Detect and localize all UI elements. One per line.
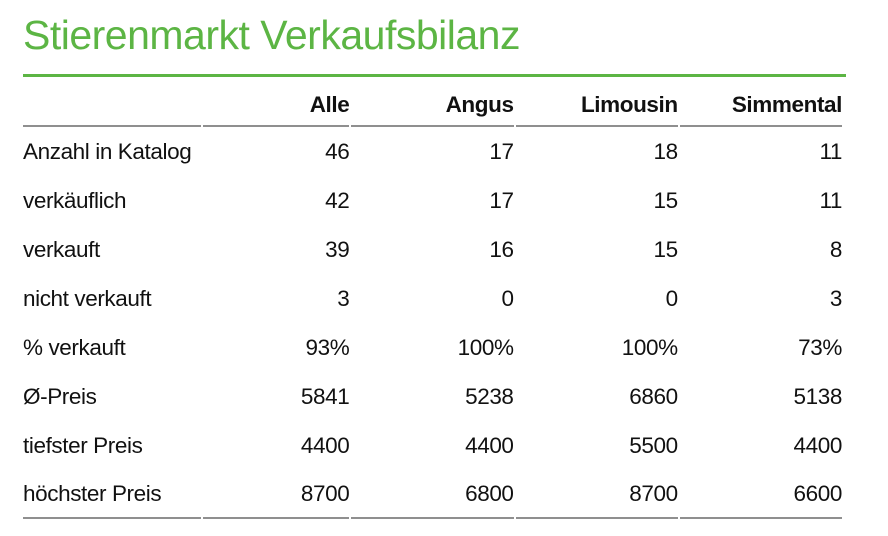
- table-row: Ø-Preis 5841 5238 6860 5138: [23, 372, 842, 421]
- table-cell: 15: [653, 236, 679, 262]
- table-cell: 100%: [621, 334, 678, 360]
- table-cell: 5500: [629, 432, 678, 458]
- table-cell: 5138: [793, 383, 843, 409]
- row-label: Anzahl in Katalog: [23, 138, 192, 164]
- table-row: höchster Preis 8700 6800 8700 6600: [23, 470, 842, 519]
- table-cell: 6800: [351, 470, 514, 519]
- table-cell: 18: [653, 138, 679, 164]
- table-cell: 0: [501, 285, 514, 311]
- table-cell: 17: [489, 138, 514, 164]
- table-row: % verkauft 93% 100% 100% 73%: [23, 323, 842, 372]
- table-row: verkauft 39 16 15 8: [23, 225, 842, 274]
- col-header-alle: Alle: [203, 85, 350, 127]
- table-cell: 6600: [679, 470, 842, 519]
- row-label: höchster Preis: [23, 470, 202, 519]
- row-label: % verkauft: [23, 334, 126, 360]
- table-cell: 16: [489, 236, 514, 262]
- table-cell: 11: [819, 138, 842, 164]
- page-title: Stierenmarkt Verkaufsbilanz: [23, 12, 520, 58]
- table-cell: 4400: [300, 432, 350, 458]
- table-cell: 3: [337, 285, 350, 311]
- row-label: tiefster Preis: [23, 432, 143, 458]
- table-cell: 0: [665, 285, 679, 311]
- table-row: Anzahl in Katalog 46 17 18 11: [23, 127, 842, 176]
- row-label: verkäuflich: [23, 187, 127, 213]
- col-header-simmental: Simmental: [679, 85, 842, 127]
- header-row: Alle Angus Limousin Simmental: [23, 85, 842, 127]
- table-cell: 6860: [629, 383, 678, 409]
- table-cell: 8700: [203, 470, 350, 519]
- table-row: tiefster Preis 4400 4400 5500 4400: [23, 421, 842, 470]
- col-header-angus: Angus: [351, 85, 514, 127]
- table-cell: 42: [325, 187, 350, 213]
- table-cell: 15: [653, 187, 679, 213]
- row-label: nicht verkauft: [23, 285, 152, 311]
- table-cell: 46: [325, 138, 350, 164]
- col-header-limousin: Limousin: [515, 85, 678, 127]
- row-label: Ø-Preis: [23, 383, 97, 409]
- title-underline: [23, 74, 846, 77]
- table-cell: 8700: [515, 470, 678, 519]
- table-cell: 17: [489, 187, 514, 213]
- table-row: verkäuflich 42 17 15 11: [23, 176, 842, 225]
- table-cell: 11: [819, 187, 842, 213]
- table-row: nicht verkauft 3 0 0 3: [23, 274, 842, 323]
- row-label: verkauft: [23, 236, 100, 262]
- table-cell: 73%: [798, 334, 842, 360]
- corner-cell: [23, 85, 202, 127]
- table-cell: 3: [829, 285, 843, 311]
- table-cell: 5238: [465, 383, 514, 409]
- table-cell: 4400: [793, 432, 843, 458]
- table-cell: 4400: [465, 432, 514, 458]
- table-cell: 5841: [300, 383, 350, 409]
- page: Stierenmarkt Verkaufsbilanz Alle Angus L…: [21, 12, 846, 519]
- table-cell: 8: [829, 236, 843, 262]
- sales-balance-table: Alle Angus Limousin Simmental Anzahl in …: [21, 85, 844, 519]
- table-cell: 100%: [457, 334, 514, 360]
- table-cell: 93%: [305, 334, 350, 360]
- table-cell: 39: [325, 236, 350, 262]
